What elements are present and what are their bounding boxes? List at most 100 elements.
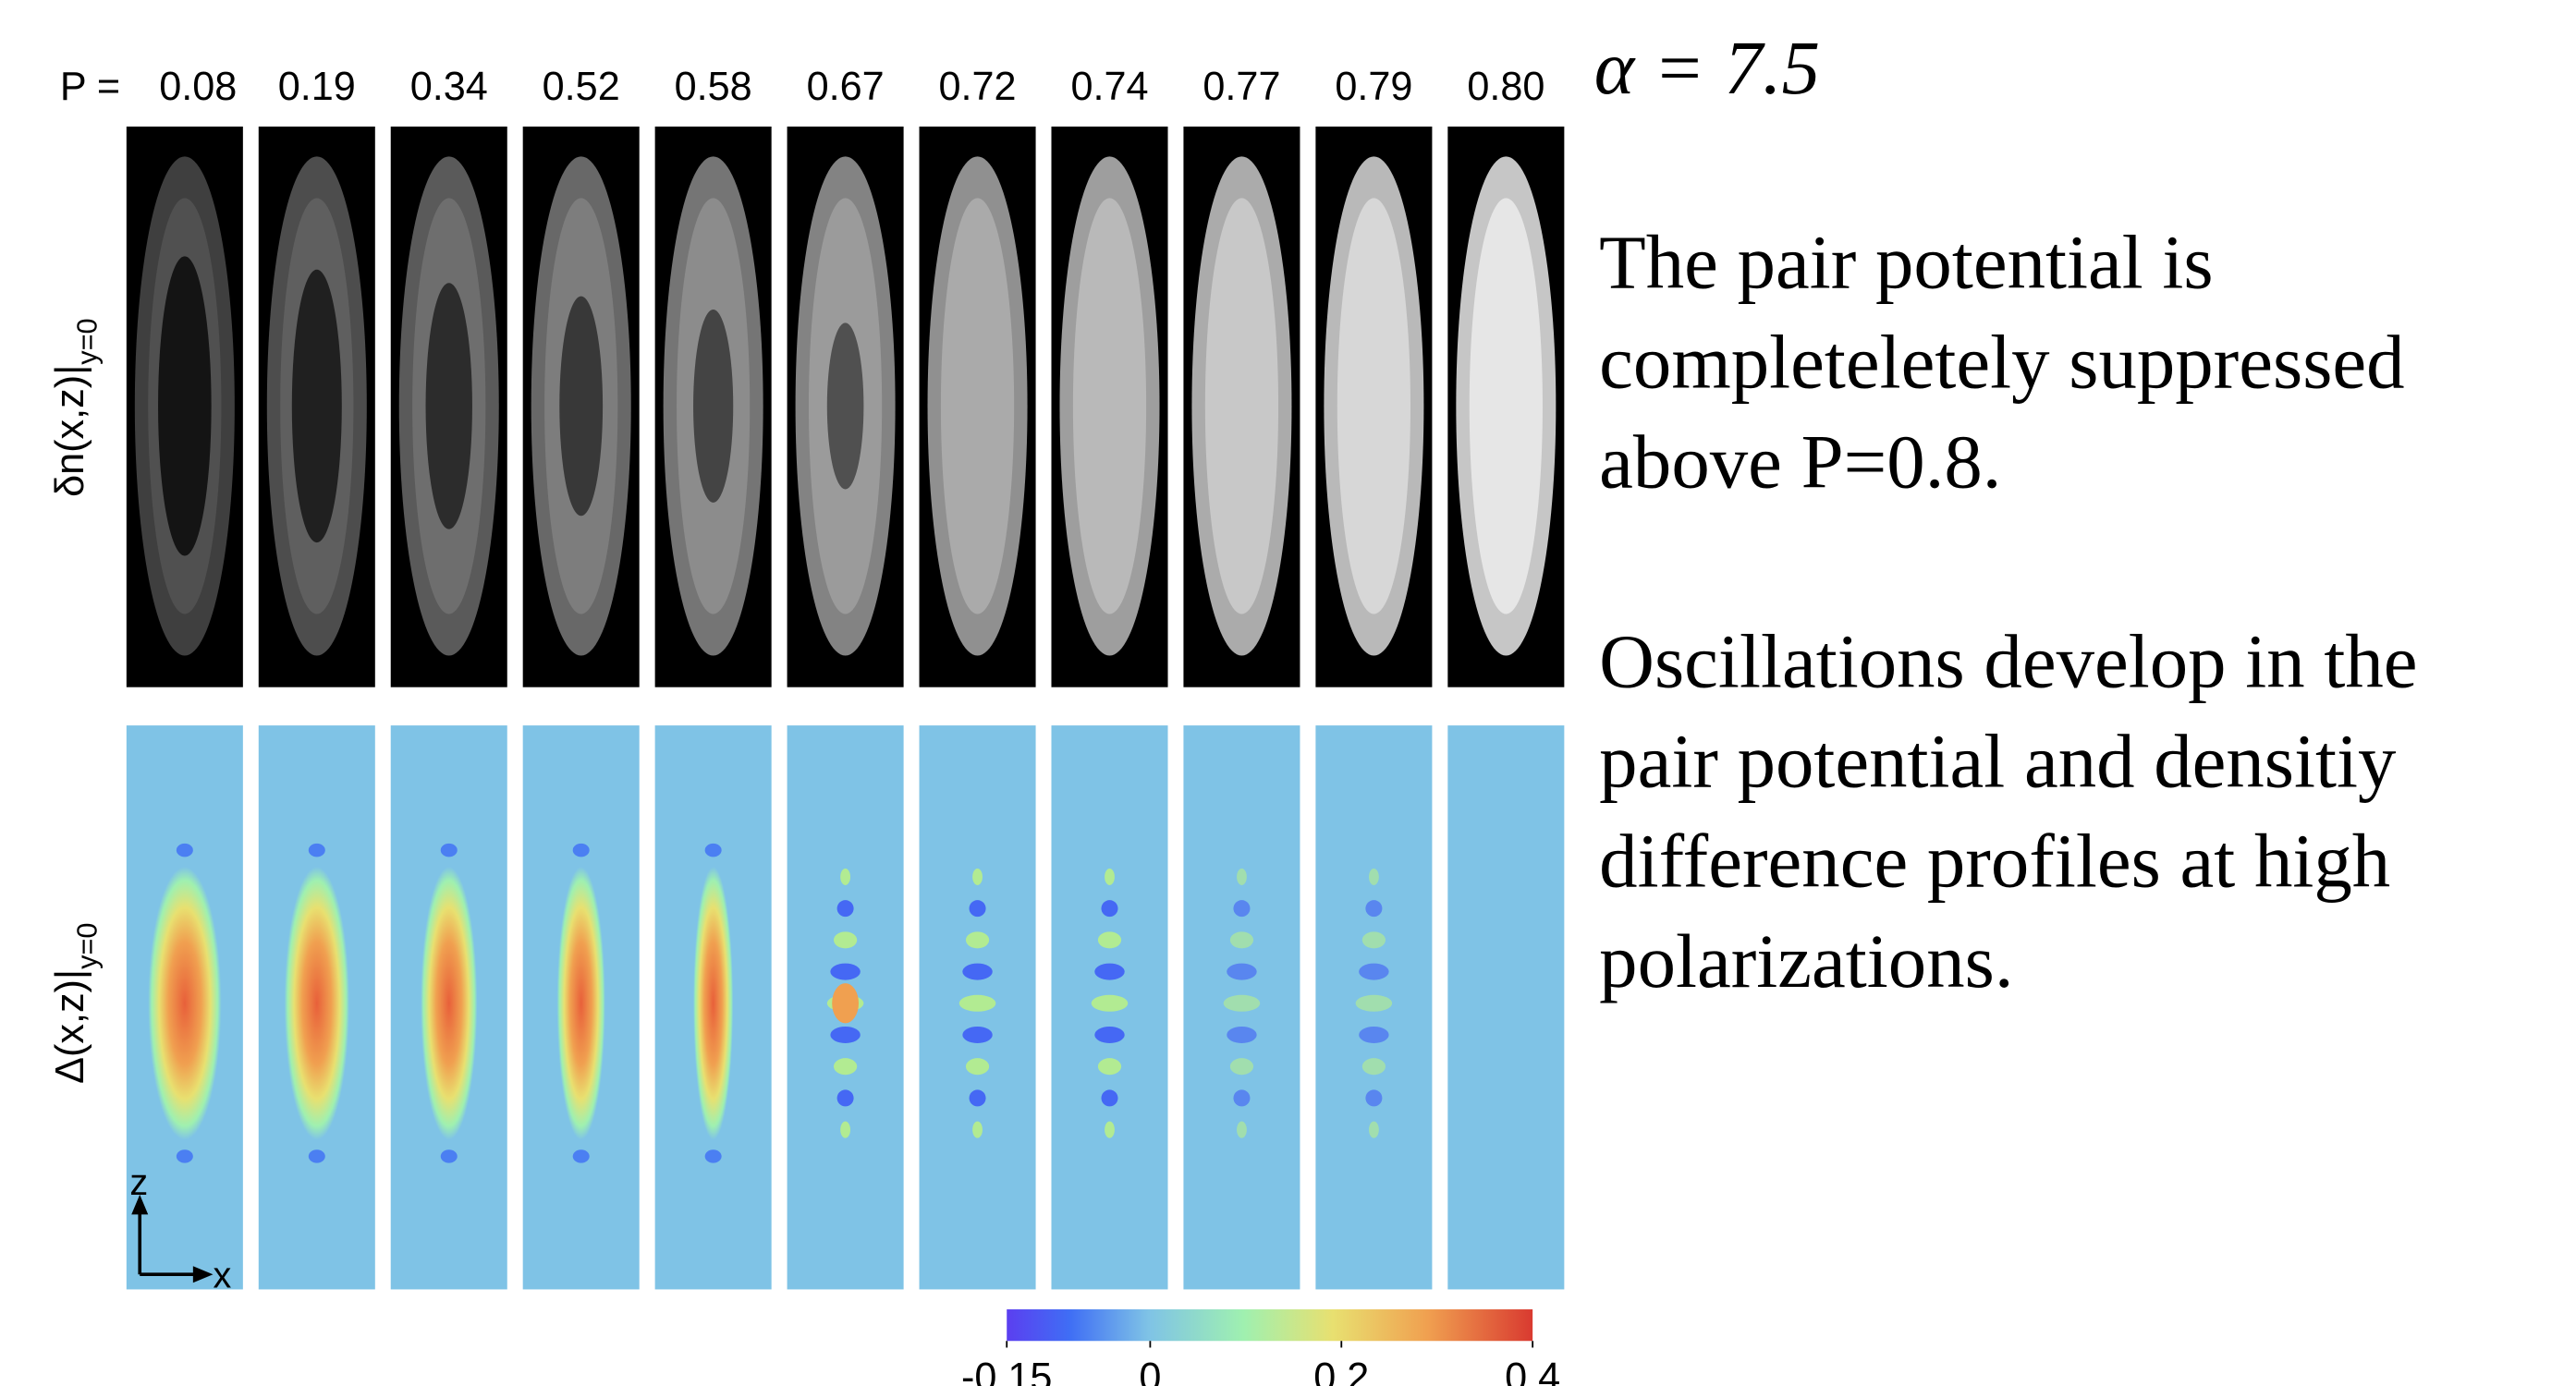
pair-stripe (972, 868, 983, 885)
pair-stripe (972, 1121, 983, 1138)
paragraph-line: completeletely suppressed (1599, 320, 2404, 405)
pair-node (176, 843, 193, 857)
pair-stripe (1237, 868, 1247, 885)
density-profile-inner (1072, 198, 1147, 614)
pair-stripe (969, 900, 986, 918)
density-core (693, 310, 734, 503)
pair-node (308, 843, 325, 857)
pair-stripe (1223, 994, 1261, 1012)
pair-profile (148, 867, 222, 1140)
pair-profile (284, 867, 349, 1140)
pair-stripe (836, 900, 854, 918)
pair-profile (693, 867, 734, 1140)
pair-node (308, 1149, 325, 1163)
polarization-label: 0.74 (1070, 65, 1148, 109)
pair-stripe (840, 868, 850, 885)
pair-stripe (969, 1089, 986, 1107)
paragraph-line: difference profiles at high (1599, 819, 2390, 904)
density-core (559, 296, 604, 517)
pair-core (832, 983, 859, 1024)
polarization-label: 0.19 (278, 65, 356, 109)
pair-node (440, 843, 458, 857)
pair-stripe (962, 963, 993, 980)
alpha-label: α = 7.5 (1594, 25, 1820, 110)
pair-node (704, 1149, 722, 1163)
pair-stripe (1365, 1089, 1383, 1107)
polarization-label: 0.67 (807, 65, 885, 109)
pair-node (440, 1149, 458, 1163)
pair-panel (1447, 725, 1565, 1290)
paragraph-line: Oscillations develop in the (1599, 619, 2417, 704)
colorbar-tick-label: -0.15 (961, 1356, 1052, 1386)
pair-stripe (1097, 931, 1122, 949)
density-label-main: δn(x,z)| (48, 365, 92, 497)
x-label: x (213, 1256, 231, 1296)
pair-stripe (840, 1121, 850, 1138)
pair-stripe (833, 931, 858, 949)
pair-stripe (1094, 1026, 1125, 1043)
panels (126, 126, 1565, 1290)
paragraph-line: above P=0.8. (1599, 419, 2001, 505)
density-label-sub: y=0 (71, 319, 103, 365)
pair-stripe (1227, 1026, 1257, 1043)
pair-stripe (1105, 1121, 1115, 1138)
density-core (158, 256, 212, 556)
pair-stripe (1361, 1058, 1386, 1076)
pair-label-sub: y=0 (71, 923, 103, 969)
z-label: z (129, 1162, 148, 1203)
colorbar-tick-label: 0 (1139, 1356, 1161, 1386)
density-profile-inner (1469, 198, 1543, 614)
pair-stripe (962, 1026, 993, 1043)
p-label: P = (60, 65, 120, 109)
polarization-label: 0.77 (1203, 65, 1280, 109)
pair-stripe (833, 1058, 858, 1076)
colorbar-ticks: -0.15 0 0.2 0.4 (961, 1341, 1560, 1386)
polarization-label: 0.72 (939, 65, 1017, 109)
density-profile-inner (1337, 198, 1411, 614)
pair-stripe (1229, 931, 1254, 949)
pair-stripe (1097, 1058, 1122, 1076)
z-arrow-head (131, 1194, 149, 1215)
pair-node (176, 1149, 193, 1163)
colorbar-tick-label: 0.2 (1313, 1356, 1369, 1386)
paragraph-line: polarizations. (1599, 918, 2013, 1003)
axis-glyph: z x (129, 1162, 231, 1296)
pair-stripe (1233, 1089, 1251, 1107)
density-profile-inner (1204, 198, 1279, 614)
pair-stripe (1359, 1026, 1389, 1043)
density-core (425, 283, 472, 529)
density-label: δn(x,z)|y=0 (48, 319, 103, 497)
pair-stripe (836, 1089, 854, 1107)
pair-stripe (1361, 931, 1386, 949)
paragraphs: The pair potential is completeletely supp… (1599, 220, 2417, 1003)
pair-stripe (1368, 1121, 1379, 1138)
pair-stripe (958, 994, 996, 1012)
pair-stripe (1094, 963, 1125, 980)
pair-stripe (1227, 963, 1257, 980)
pair-profile (421, 867, 478, 1140)
colorbar (1007, 1309, 1533, 1342)
pair-stripe (1365, 900, 1383, 918)
pair-stripe (1101, 1089, 1118, 1107)
pair-stripe (1368, 868, 1379, 885)
density-core (291, 269, 342, 543)
polarization-label: 0.34 (410, 65, 488, 109)
polarization-label: 0.52 (543, 65, 620, 109)
polarization-label: 0.79 (1335, 65, 1412, 109)
pair-stripe (1355, 994, 1393, 1012)
pair-label-main: Δ(x,z)| (48, 969, 92, 1084)
pair-stripe (1237, 1121, 1247, 1138)
pair-stripe (1091, 994, 1129, 1012)
pair-stripe (965, 1058, 990, 1076)
x-arrow-head (192, 1266, 214, 1283)
pair-node (572, 843, 590, 857)
colorbar-tick-label: 0.4 (1505, 1356, 1560, 1386)
pair-label: Δ(x,z)|y=0 (48, 923, 103, 1084)
polarization-label: 0.08 (159, 65, 237, 109)
pair-stripe (1233, 900, 1251, 918)
pair-stripe (965, 931, 990, 949)
pair-stripe (830, 1026, 861, 1043)
pair-stripe (830, 963, 861, 980)
